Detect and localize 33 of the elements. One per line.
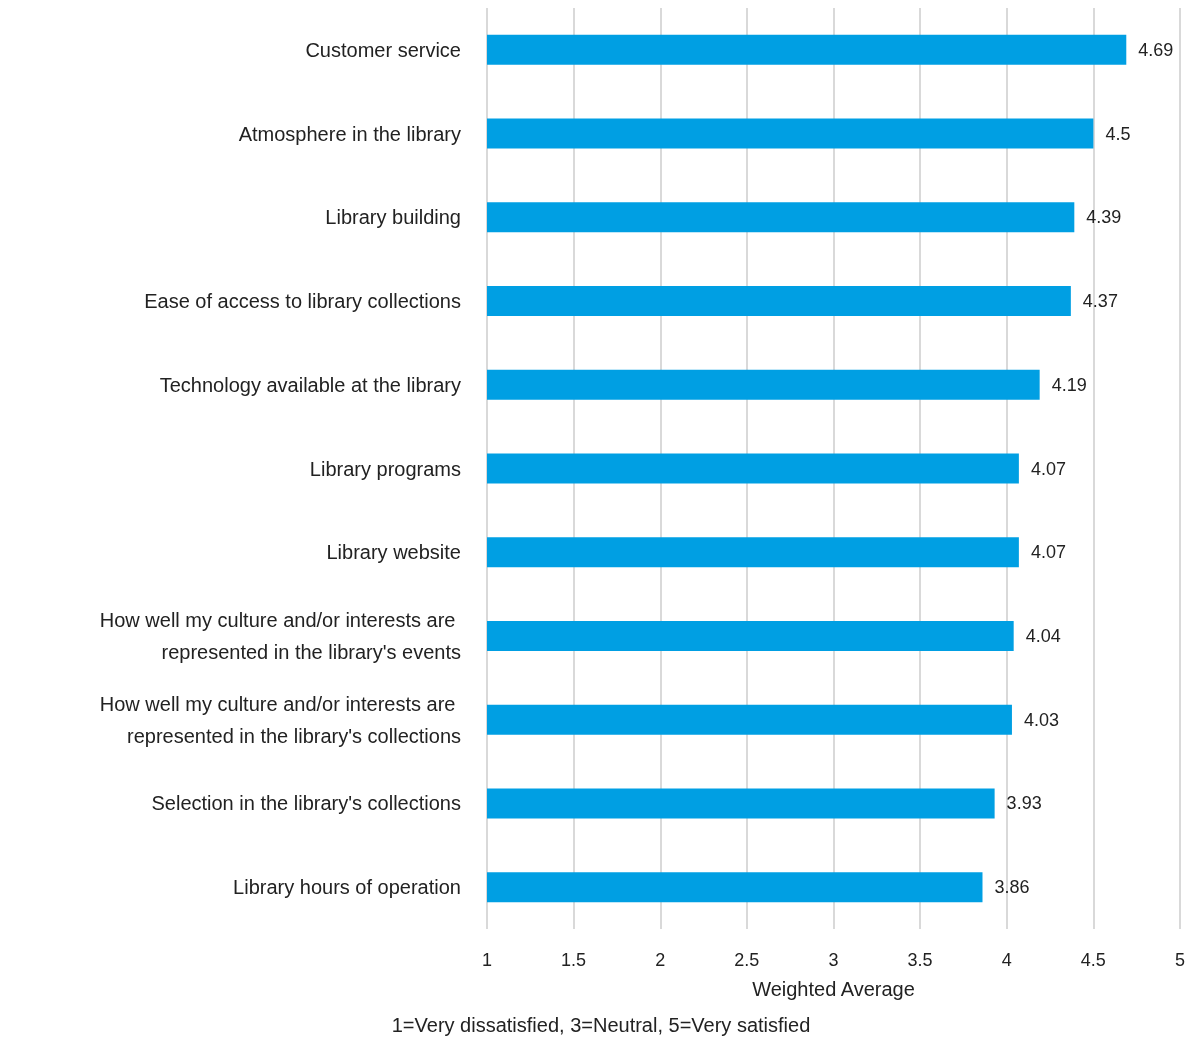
data-label: 4.69 (1138, 39, 1174, 60)
x-tick-label: 5 (1174, 950, 1186, 970)
data-label: 4.5 (1105, 123, 1131, 144)
y-tick-label: Atmosphere in the library (238, 122, 461, 145)
data-label: 4.07 (1030, 542, 1066, 563)
text: 1=Very dissatisfied, 3=Neutral, 5=Very satisfied (391, 1014, 811, 1036)
x-tick-label: 2 (655, 950, 666, 970)
data-label: 4.07 (1030, 458, 1066, 479)
data-label: 4.39 (1086, 207, 1122, 228)
y-tick-label: Ease of access to library collections (144, 290, 461, 313)
y-tick-label: Selection in the library's collections (151, 792, 461, 815)
y-tick-label: Library building (325, 206, 461, 229)
x-tick-label: 3.5 (907, 950, 933, 970)
y-tick-label: Technology available at the library (159, 373, 461, 396)
data-label: 4.03 (1023, 709, 1059, 730)
y-tick-label: Library programs (309, 457, 461, 480)
x-axis-title: Weighted Average (752, 978, 915, 1000)
x-tick-label: 1 (481, 950, 493, 970)
data-label: 3.93 (1006, 793, 1042, 814)
y-tick-label: How well my culture and/or interests are represented in the library's events (99, 608, 461, 663)
x-tick-label: 3 (828, 950, 839, 970)
x-tick-label: 4 (1001, 950, 1012, 970)
data-label: 4.37 (1082, 291, 1118, 312)
data-label: 3.86 (994, 877, 1030, 898)
x-tick-label: 1.5 (561, 950, 587, 970)
y-tick-label: Library website (326, 541, 461, 564)
x-tick-label: 4.5 (1080, 950, 1106, 970)
x-tick-label: 2.5 (734, 950, 760, 970)
y-tick-label: Library hours of operation (233, 876, 461, 899)
data-label: 4.04 (1025, 625, 1061, 646)
data-label: 4.19 (1051, 374, 1087, 395)
y-tick-label: How well my culture and/or interests are represented in the library's collections (99, 692, 461, 747)
y-tick-label: Customer service (305, 38, 461, 61)
